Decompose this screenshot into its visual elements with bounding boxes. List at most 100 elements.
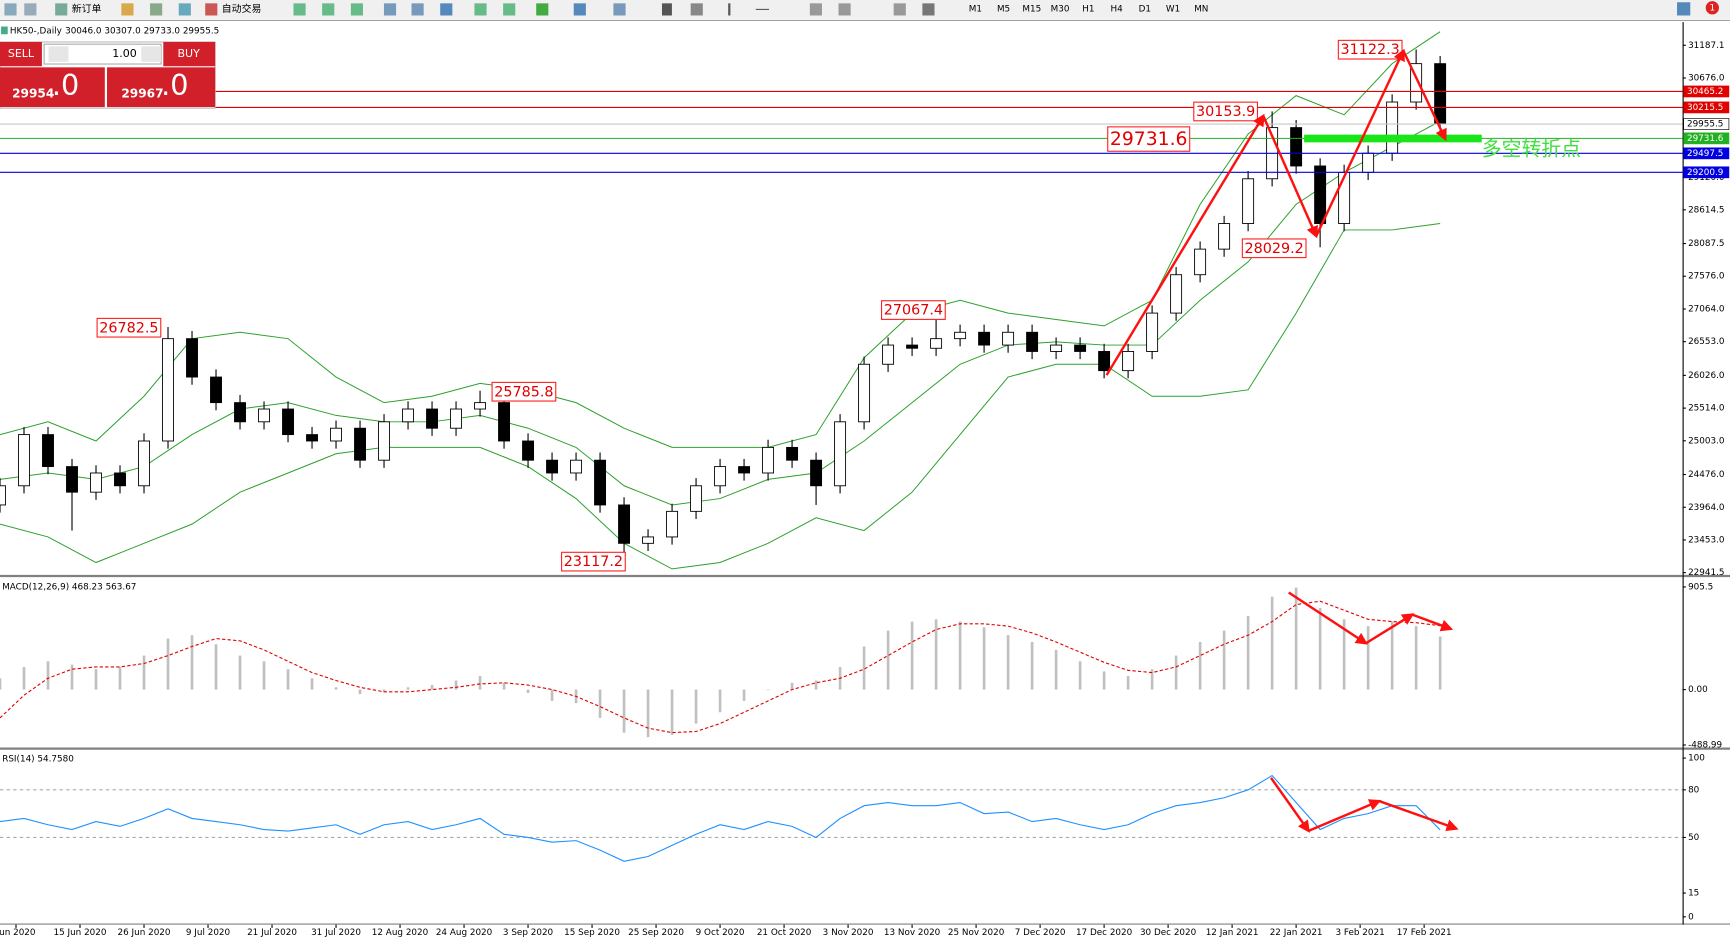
timeframe-button[interactable]: M5 (997, 4, 1010, 14)
ask-price[interactable]: 29967 (121, 86, 163, 100)
icon[interactable] (411, 3, 424, 16)
candle-body (570, 459, 583, 474)
candle-body (1170, 274, 1183, 314)
icon[interactable] (150, 3, 163, 16)
macd-bar (646, 689, 650, 738)
candle-body (618, 504, 631, 544)
lot-value[interactable]: 1.00 (112, 47, 137, 60)
macd-bar (1318, 607, 1322, 690)
macd-bar (166, 638, 170, 690)
y-tick-label: 31187.1 (1688, 41, 1724, 51)
symbol-icon (1, 26, 8, 35)
x-tick-label: 25 Nov 2020 (948, 928, 1005, 938)
ask-box[interactable] (107, 67, 216, 108)
candle-body (330, 427, 342, 442)
icon[interactable] (24, 3, 37, 16)
candle-body (1314, 165, 1327, 224)
icon[interactable] (293, 3, 306, 16)
icon[interactable] (922, 3, 935, 16)
macd-title: MACD(12,26,9) 468.23 563.67 (2, 583, 136, 593)
candle-body (426, 408, 438, 429)
icon[interactable] (1677, 2, 1691, 16)
timeframe-button[interactable]: MN (1194, 4, 1208, 14)
icon[interactable] (613, 3, 626, 16)
y-tick-label: 23453.0 (1688, 535, 1725, 545)
notification-badge[interactable] (1705, 1, 1719, 15)
icon[interactable] (503, 3, 516, 16)
buy-label[interactable]: BUY (177, 47, 200, 60)
icon[interactable] (893, 3, 906, 16)
candle-body (162, 338, 174, 442)
icon[interactable] (440, 3, 453, 16)
y-tick-label: 24476.0 (1688, 470, 1725, 480)
annotation: 31122.3 (1341, 42, 1400, 58)
icon[interactable] (728, 3, 731, 16)
candle-body (1338, 171, 1351, 224)
candle-body (282, 408, 294, 436)
candle-body (834, 421, 847, 487)
macd-bar (982, 627, 986, 690)
icon[interactable] (4, 3, 17, 16)
x-tick-label: 7 Dec 2020 (1015, 928, 1066, 938)
icon[interactable] (205, 3, 218, 16)
icon[interactable] (55, 3, 68, 16)
new-order[interactable]: 新订单 (72, 2, 102, 15)
timeframe-button[interactable]: M30 (1051, 4, 1070, 14)
macd-bar (622, 689, 626, 733)
icon[interactable] (178, 3, 191, 16)
icon[interactable] (536, 3, 549, 16)
macd-bar (910, 621, 914, 690)
annotation-box (561, 551, 626, 572)
icon[interactable] (383, 3, 397, 16)
candle-body (594, 459, 607, 506)
icon[interactable] (350, 3, 363, 16)
sell-button[interactable] (0, 41, 42, 67)
bid-box[interactable] (0, 67, 105, 108)
sell-label[interactable]: SELL (8, 47, 35, 60)
chart-title: HK50-,Daily (10, 26, 62, 36)
auto-trading[interactable]: 自动交易 (222, 2, 262, 15)
bid-price[interactable]: 29954 (12, 86, 54, 100)
band-upper (0, 31, 1441, 448)
macd-bar (1342, 619, 1346, 690)
buy-button[interactable] (163, 41, 216, 67)
macd-bar (190, 635, 194, 690)
x-tick-label: 17 Feb 2021 (1397, 928, 1452, 938)
timeframe-button[interactable]: H1 (1082, 4, 1094, 14)
icon[interactable] (838, 3, 851, 16)
icon[interactable] (322, 3, 335, 16)
macd-bar (1054, 649, 1058, 690)
pivot-note: 多空转折点 (1482, 138, 1581, 161)
icon[interactable] (661, 3, 672, 16)
macd-bar (1222, 630, 1226, 690)
icon[interactable] (690, 3, 703, 16)
icon[interactable] (809, 3, 822, 16)
macd-bar (886, 630, 890, 690)
timeframe-button[interactable]: M1 (969, 4, 982, 14)
icon[interactable] (121, 3, 134, 16)
candle-body (234, 402, 246, 423)
timeframe-button[interactable]: M15 (1022, 4, 1041, 14)
timeframe-button[interactable]: D1 (1139, 4, 1151, 14)
ask-fraction[interactable]: .0 (161, 68, 188, 102)
lot-spinner[interactable] (141, 46, 162, 62)
icon[interactable] (474, 3, 487, 16)
y-tick-label: 25003.0 (1688, 436, 1725, 446)
icon[interactable] (573, 3, 586, 16)
timeframe-button[interactable]: W1 (1166, 4, 1180, 14)
toolbar-bg (0, 0, 1730, 19)
macd-bar (550, 689, 554, 701)
x-tick-label: 24 Aug 2020 (436, 928, 493, 938)
bid-fraction[interactable]: .0 (52, 68, 79, 102)
candle-body (114, 472, 126, 487)
icon[interactable] (755, 8, 770, 10)
candle-body (810, 459, 823, 487)
candle-body (1026, 331, 1039, 352)
candle-body (930, 338, 943, 349)
lot-spinner[interactable] (48, 46, 69, 62)
macd-bar (526, 689, 530, 693)
price-line-label-bg (1683, 147, 1730, 160)
y-tick-label: 30676.0 (1688, 73, 1725, 83)
x-tick-label: 31 Jul 2020 (311, 928, 361, 938)
timeframe-button[interactable]: H4 (1110, 4, 1123, 14)
